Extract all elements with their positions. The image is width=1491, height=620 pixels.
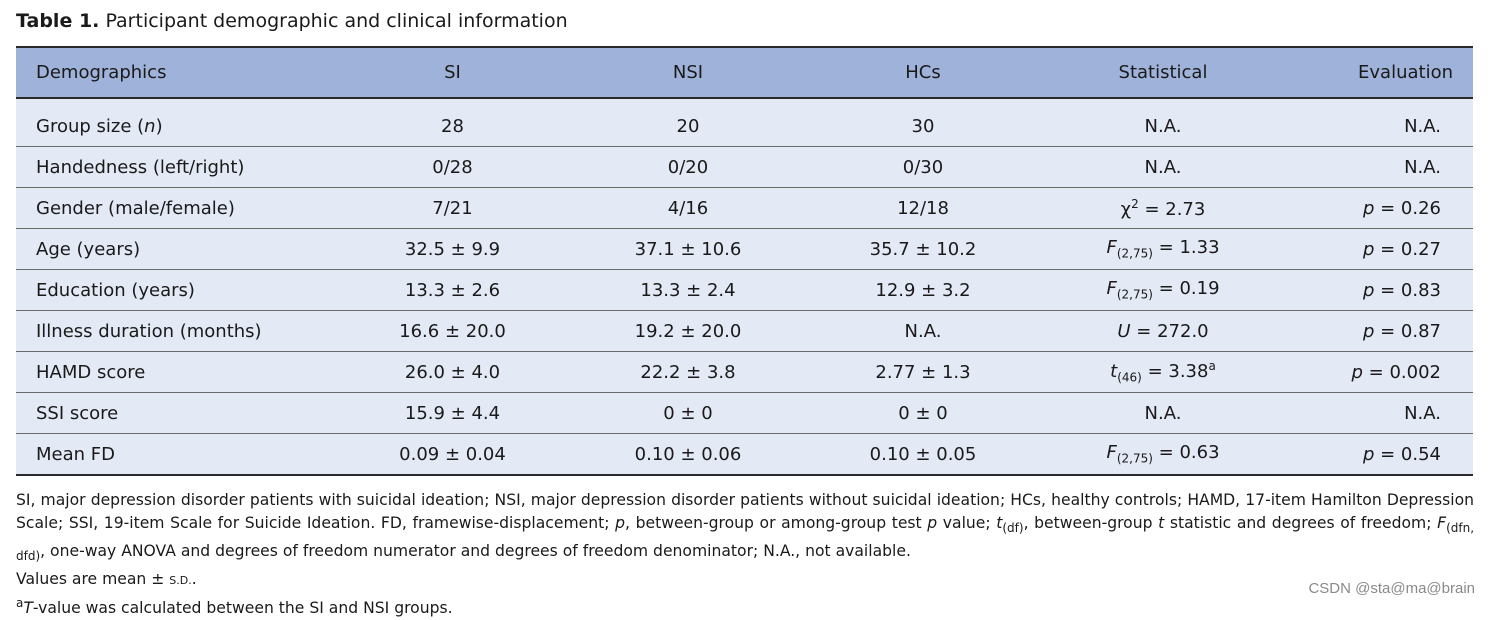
table-row: HAMD score 26.0 ± 4.0 22.2 ± 3.8 2.77 ± … <box>16 351 1473 393</box>
header-demographics: Demographics <box>16 46 352 99</box>
header-si: SI <box>352 46 553 99</box>
cell-evaluation: p = 0.27 <box>1303 228 1473 270</box>
cell-nsi: 0/20 <box>553 146 823 188</box>
row-label: SSI score <box>16 392 352 434</box>
cell-nsi: 37.1 ± 10.6 <box>553 228 823 270</box>
table-row: Illness duration (months) 16.6 ± 20.0 19… <box>16 310 1473 352</box>
cell-evaluation: N.A. <box>1303 146 1473 188</box>
cell-evaluation: N.A. <box>1303 106 1473 147</box>
cell-evaluation: p = 0.002 <box>1303 351 1473 393</box>
cell-nsi: 0.10 ± 0.06 <box>553 433 823 476</box>
cell-si: 32.5 ± 9.9 <box>352 228 553 270</box>
header-evaluation: Evaluation <box>1303 46 1473 99</box>
demographics-table: Demographics SI NSI HCs Statistical Eval… <box>16 46 1473 476</box>
cell-hcs: 0.10 ± 0.05 <box>823 433 1023 476</box>
cell-nsi: 20 <box>553 106 823 147</box>
cell-si: 13.3 ± 2.6 <box>352 269 553 311</box>
cell-statistical: U = 272.0 <box>1023 310 1303 352</box>
cell-evaluation: p = 0.83 <box>1303 269 1473 311</box>
cell-si: 0.09 ± 0.04 <box>352 433 553 476</box>
row-label: Illness duration (months) <box>16 310 352 352</box>
cell-si: 7/21 <box>352 187 553 229</box>
header-hcs: HCs <box>823 46 1023 99</box>
table-number: Table 1. <box>16 10 100 32</box>
header-nsi: NSI <box>553 46 823 99</box>
watermark: CSDN @sta@ma@brain <box>1308 580 1475 597</box>
table-row: SSI score 15.9 ± 4.4 0 ± 0 0 ± 0 N.A. N.… <box>16 392 1473 434</box>
cell-si: 15.9 ± 4.4 <box>352 392 553 434</box>
row-label: Education (years) <box>16 269 352 311</box>
cell-hcs: N.A. <box>823 310 1023 352</box>
table-row: Mean FD 0.09 ± 0.04 0.10 ± 0.06 0.10 ± 0… <box>16 433 1473 476</box>
cell-si: 16.6 ± 20.0 <box>352 310 553 352</box>
cell-statistical: N.A. <box>1023 106 1303 147</box>
cell-hcs: 30 <box>823 106 1023 147</box>
footnote-a: aT-value was calculated between the SI a… <box>16 596 453 618</box>
row-label: Handedness (left/right) <box>16 146 352 188</box>
header-statistical: Statistical <box>1023 46 1303 99</box>
cell-hcs: 0 ± 0 <box>823 392 1023 434</box>
cell-statistical: F(2,75) = 0.19 <box>1023 269 1303 311</box>
row-label: Gender (male/female) <box>16 187 352 229</box>
cell-hcs: 12/18 <box>823 187 1023 229</box>
cell-statistical: F(2,75) = 1.33 <box>1023 228 1303 270</box>
table-header-row: Demographics SI NSI HCs Statistical Eval… <box>16 46 1473 99</box>
abbreviations-note: SI, major depression disorder patients w… <box>16 491 1475 564</box>
cell-statistical: χ2 = 2.73 <box>1023 187 1303 229</box>
cell-hcs: 12.9 ± 3.2 <box>823 269 1023 311</box>
row-label: Age (years) <box>16 228 352 270</box>
cell-nsi: 19.2 ± 20.0 <box>553 310 823 352</box>
table-row: Gender (male/female) 7/21 4/16 12/18 χ2 … <box>16 187 1473 229</box>
table-row: Education (years) 13.3 ± 2.6 13.3 ± 2.4 … <box>16 269 1473 311</box>
table-row: Age (years) 32.5 ± 9.9 37.1 ± 10.6 35.7 … <box>16 228 1473 270</box>
cell-hcs: 2.77 ± 1.3 <box>823 351 1023 393</box>
cell-si: 26.0 ± 4.0 <box>352 351 553 393</box>
cell-evaluation: N.A. <box>1303 392 1473 434</box>
cell-statistical: N.A. <box>1023 146 1303 188</box>
cell-evaluation: p = 0.26 <box>1303 187 1473 229</box>
cell-nsi: 4/16 <box>553 187 823 229</box>
cell-statistical: t(46) = 3.38a <box>1023 351 1303 393</box>
row-label: Group size (n) <box>16 106 352 147</box>
table-row: Handedness (left/right) 0/28 0/20 0/30 N… <box>16 146 1473 188</box>
cell-hcs: 35.7 ± 10.2 <box>823 228 1023 270</box>
cell-evaluation: p = 0.54 <box>1303 433 1473 476</box>
cell-si: 28 <box>352 106 553 147</box>
row-label: Mean FD <box>16 433 352 476</box>
values-note: Values are mean ± S.D.. <box>16 570 197 589</box>
table-title: Participant demographic and clinical inf… <box>105 10 568 32</box>
cell-statistical: N.A. <box>1023 392 1303 434</box>
cell-nsi: 0 ± 0 <box>553 392 823 434</box>
table-row: Group size (n) 28 20 30 N.A. N.A. <box>16 106 1473 147</box>
cell-hcs: 0/30 <box>823 146 1023 188</box>
cell-evaluation: p = 0.87 <box>1303 310 1473 352</box>
cell-nsi: 22.2 ± 3.8 <box>553 351 823 393</box>
table-notes: SI, major depression disorder patients w… <box>16 489 1474 620</box>
cell-statistical: F(2,75) = 0.63 <box>1023 433 1303 476</box>
table-caption: Table 1. Participant demographic and cli… <box>16 9 568 33</box>
row-label: HAMD score <box>16 351 352 393</box>
cell-nsi: 13.3 ± 2.4 <box>553 269 823 311</box>
cell-si: 0/28 <box>352 146 553 188</box>
